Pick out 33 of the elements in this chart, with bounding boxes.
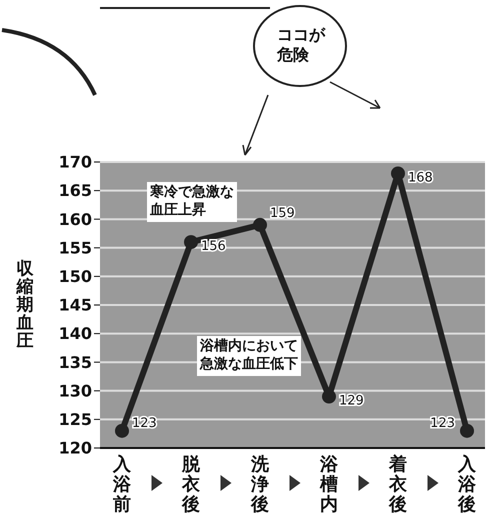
y-tick-label: 130 <box>58 381 92 400</box>
point <box>115 424 129 438</box>
x-tick-label: 脱衣後 <box>181 454 201 515</box>
data-label: 168 <box>408 170 433 186</box>
x-tick-label: 着衣後 <box>388 454 408 515</box>
annotation: 浴槽内において急激な血圧低下 <box>199 338 298 372</box>
point <box>391 166 405 180</box>
point <box>460 424 474 438</box>
y-tick-label: 125 <box>58 410 92 429</box>
x-tick-label: 浴槽内 <box>319 454 339 515</box>
point <box>322 390 336 404</box>
y-tick-label: 135 <box>58 352 92 372</box>
x-tick-label: 洗浄後 <box>250 454 270 515</box>
y-tick-label: 140 <box>58 324 92 344</box>
data-label: 129 <box>339 394 364 409</box>
y-tick-label: 165 <box>58 181 92 200</box>
point <box>253 218 267 232</box>
data-label: 123 <box>132 416 157 431</box>
point <box>184 235 198 250</box>
y-axis-title: 収縮期血圧 <box>16 259 34 351</box>
annotation: 寒冷で急激な血圧上昇 <box>149 183 234 218</box>
y-tick-label: 170 <box>58 152 92 172</box>
x-tick-label: 入浴後 <box>457 454 477 515</box>
y-tick-label: 155 <box>58 238 92 258</box>
data-label: 159 <box>270 206 295 221</box>
x-tick-label: 入浴前 <box>112 454 132 515</box>
y-tick-label: 150 <box>58 267 92 286</box>
text: ココが危険 <box>276 25 326 64</box>
y-tick-label: 120 <box>58 438 92 458</box>
y-tick-label: 145 <box>58 296 92 315</box>
data-label: 156 <box>201 239 226 254</box>
data-label: 123 <box>430 416 455 431</box>
y-tick-label: 160 <box>58 210 92 229</box>
